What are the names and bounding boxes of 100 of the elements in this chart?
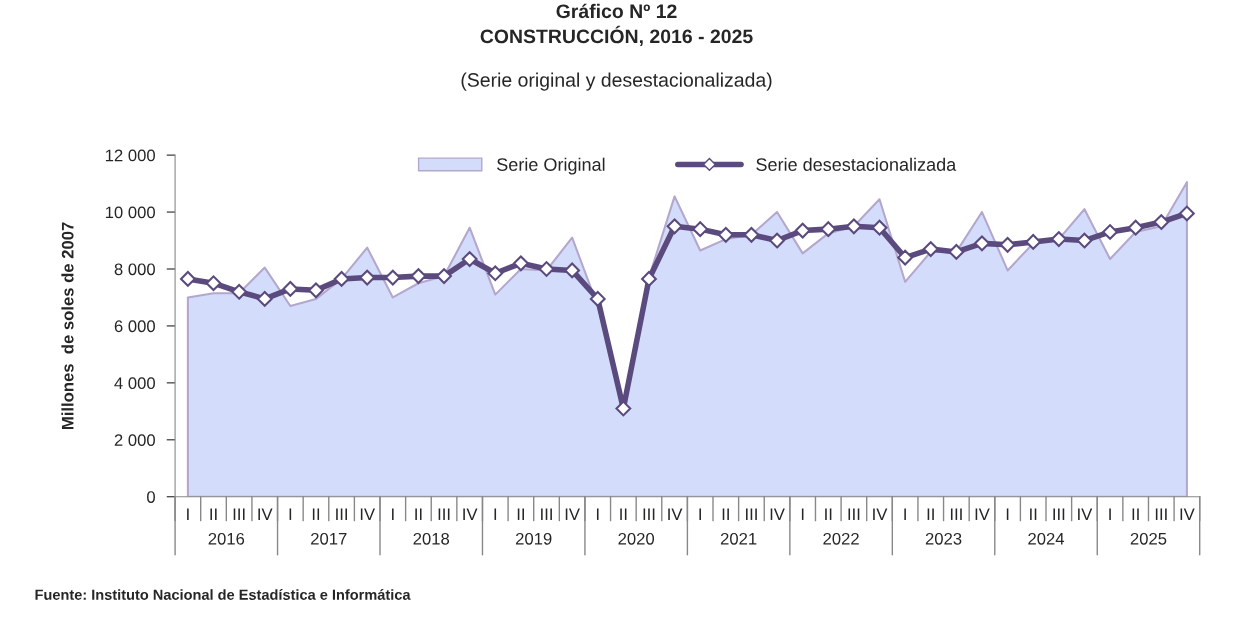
y-tick-label: 6 000 [114,320,155,333]
x-tick-label: II [825,508,832,520]
point [974,235,990,252]
x-tick-label: II [620,508,627,520]
source-note: Fuente: Instituto Nacional de Estadística e Informática [35,589,411,600]
x-tick-label: IV [1180,508,1195,520]
x-tick-label: III [541,508,552,520]
point [1050,231,1067,248]
y-tick-label: 8 000 [114,263,155,276]
point [512,255,529,272]
x-tick-label: I [904,508,906,520]
text: 2017 [311,532,347,545]
point [820,221,837,238]
x-tick-label: III [233,508,245,520]
point [410,268,427,285]
text: 2023 [925,532,962,545]
x-tick-label: II [517,508,524,520]
x-tick-label: I [289,508,292,520]
x-tick-label: II [415,508,422,520]
x-tick-label: IV [565,508,580,520]
x-tick-label: I [699,508,701,520]
point [1153,214,1170,230]
x-tick-label: I [1006,508,1009,520]
point [692,221,709,238]
x-tick-label: II [1030,508,1037,520]
x-tick-label: II [927,508,934,520]
point [461,251,478,267]
x-tick-label: III [1053,508,1065,520]
point [641,271,657,287]
point [333,271,350,287]
x-tick-label: III [848,508,860,520]
point [845,218,862,235]
point [1102,224,1118,240]
point [666,218,683,235]
point [922,241,939,257]
x-tick-label: I [494,508,497,520]
x-tick-label: IV [770,508,785,520]
x-tick-label: IV [1078,508,1093,520]
point [436,268,452,285]
point [999,236,1016,253]
x-tick-label: III [438,508,450,520]
y-tick-label: 2 000 [114,434,155,447]
point [538,261,555,277]
y-axis-title: Millones de soles de 2007 [61,222,74,430]
point [282,281,299,297]
legend-label: Serie desestacionalizada [756,157,957,171]
point [1127,219,1144,236]
point [205,275,222,292]
point [871,219,888,236]
point [897,249,914,266]
point [948,244,965,260]
x-tick-label: II [312,508,320,520]
x-tick-label: I [801,508,804,520]
x-tick-label: IV [360,508,375,520]
y-tick-label: 10 000 [105,206,155,219]
x-tick-label: I [1109,508,1111,520]
point [231,283,248,300]
text: 2019 [516,532,552,545]
point [256,290,273,307]
point [769,232,785,249]
x-tick-label: I [392,508,394,520]
text: 2021 [720,532,757,545]
y-tick-label: 12 000 [105,149,155,162]
text: 2020 [618,532,655,545]
x-tick-label: II [722,508,729,520]
point [717,226,734,243]
point [1076,232,1093,249]
x-tick-label: I [596,508,599,520]
point [487,265,504,282]
x-tick-label: III [643,508,655,520]
x-tick-label: IV [463,508,478,520]
text: 2024 [1028,532,1065,545]
y-tick-label: 0 [147,491,155,503]
x-tick-label: III [336,508,347,520]
text: 2016 [208,532,245,545]
chart-title: Gráfico Nº 12 CONSTRUCCIÓN, 2016 - 2025 [480,3,753,47]
chart-subtitle: (Serie original y desestacionalizada) [461,72,772,91]
point [179,271,196,287]
x-tick-label: III [950,508,962,520]
x-tick-label: IV [258,508,273,520]
x-tick-label: IV [873,508,888,520]
x-tick-label: II [210,508,217,520]
x-tick-label: IV [668,508,683,520]
point [308,282,324,299]
text: 2022 [823,532,859,545]
x-tick-label: I [187,508,189,520]
x-tick-label: II [1132,508,1139,520]
legend-label: Serie Original [497,157,605,175]
x-tick-label: IV [975,508,990,520]
point [743,226,760,243]
y-tick-label: 4 000 [114,377,155,390]
point [1025,234,1042,250]
text: 2018 [413,532,450,545]
point [589,290,606,307]
x-tick-label: III [1155,508,1167,520]
x-tick-label: III [746,508,757,520]
point [794,222,811,239]
text: 2025 [1130,532,1167,545]
point [564,262,581,279]
point [1178,205,1195,222]
